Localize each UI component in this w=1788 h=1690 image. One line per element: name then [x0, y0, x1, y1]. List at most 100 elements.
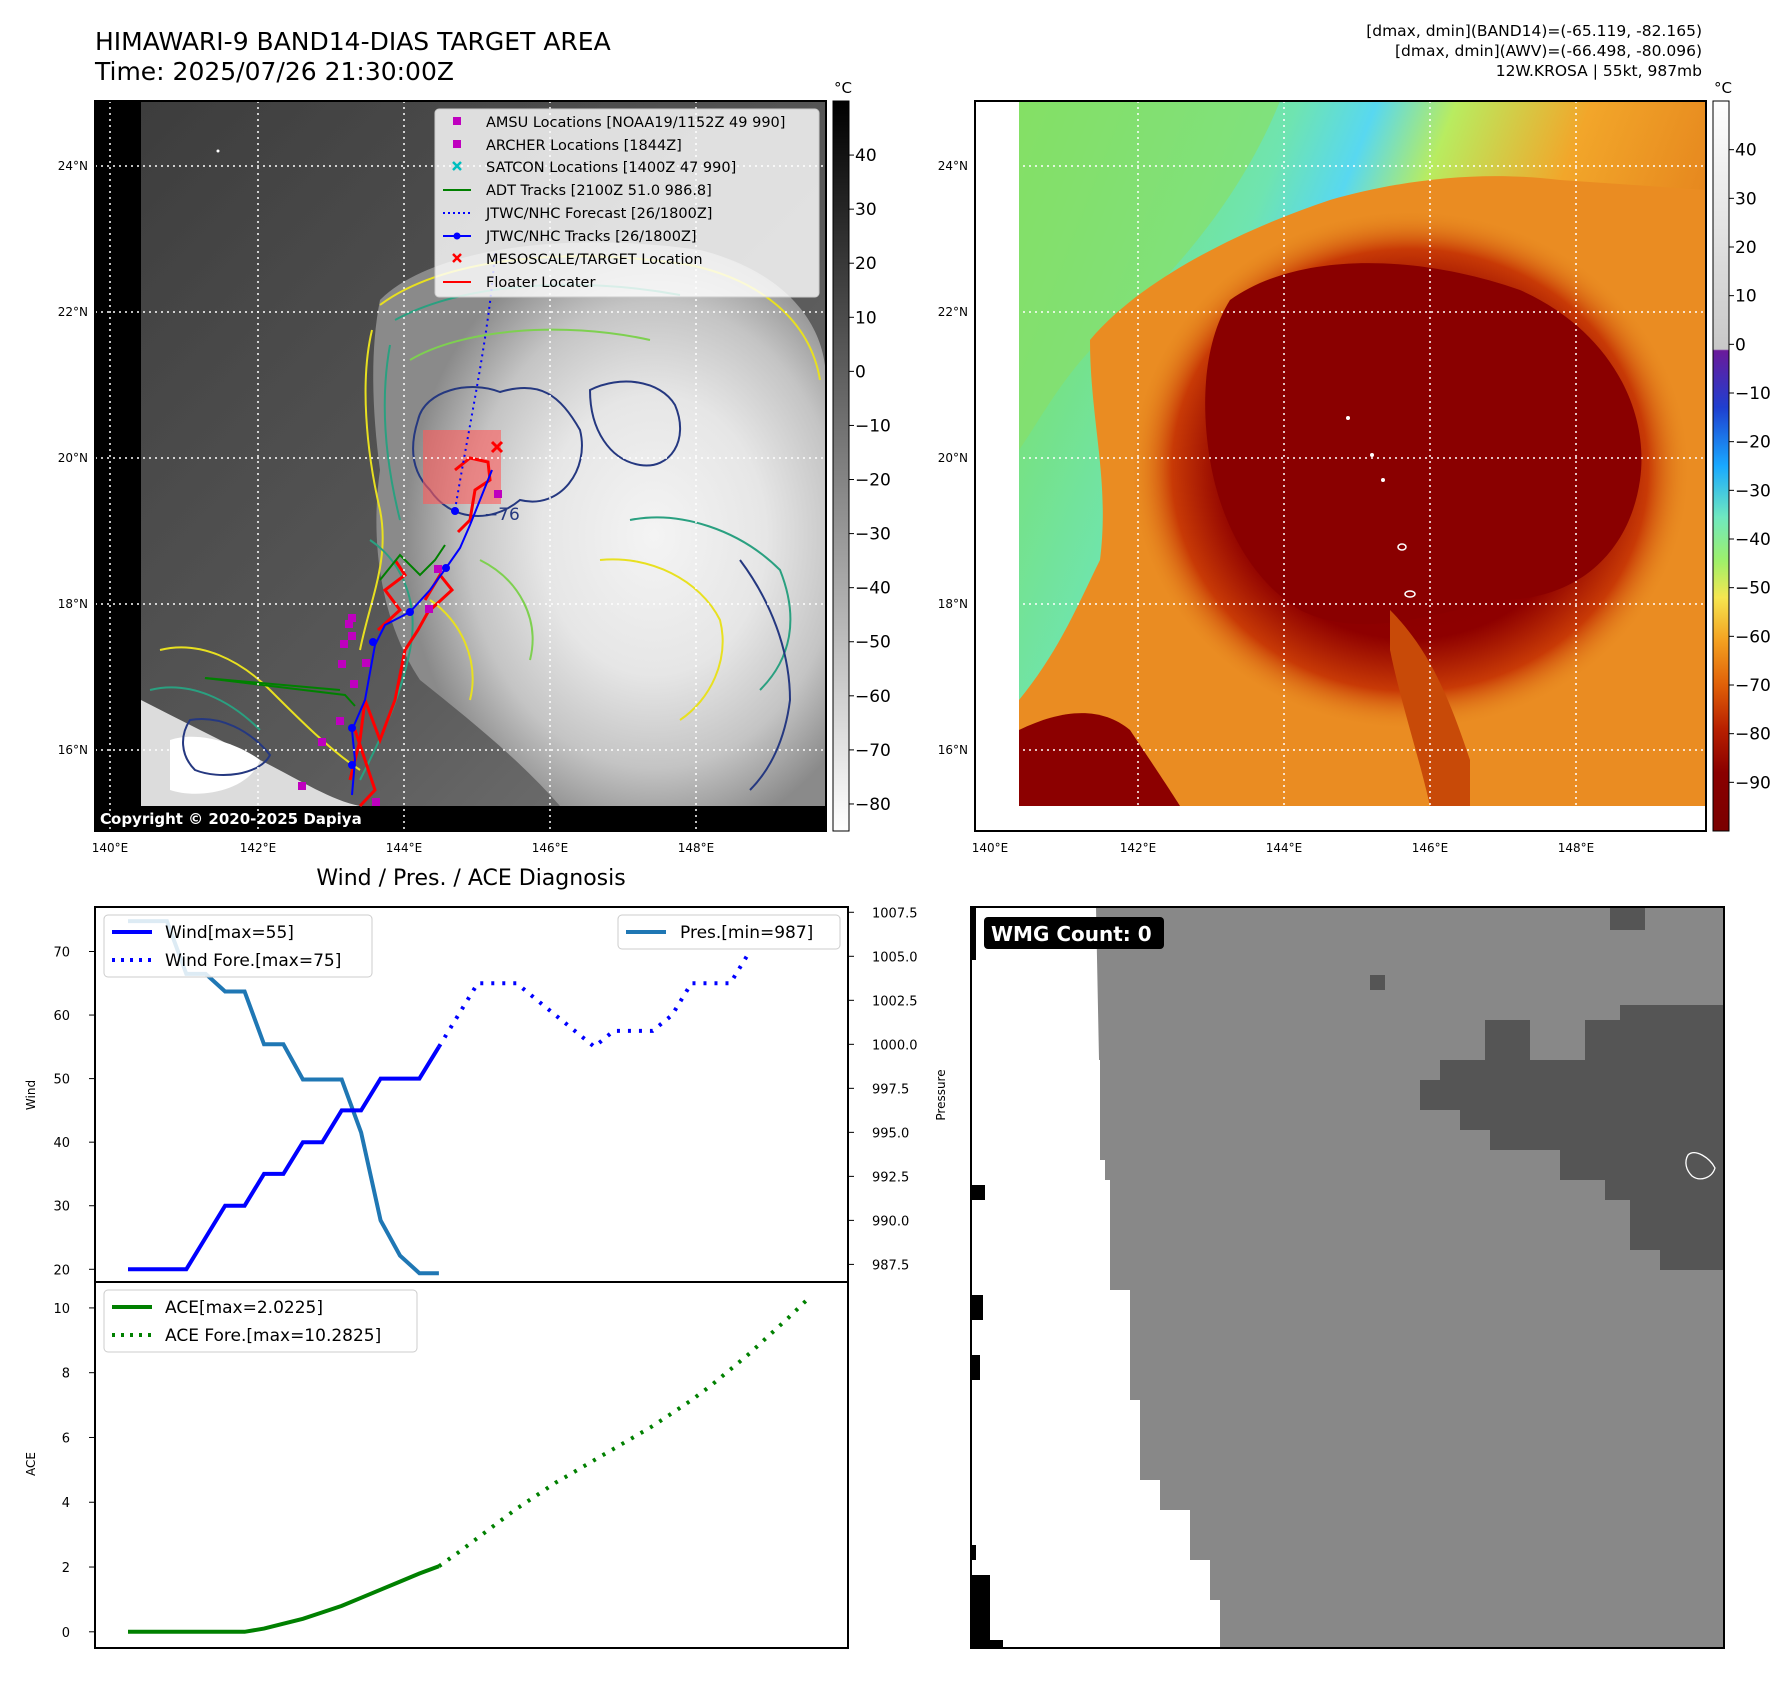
legend-ace: ACE[max=2.0225] [165, 1298, 323, 1318]
colorbar-tick-label: 20 [1735, 238, 1757, 258]
pressure-tick-label: 1002.5 [872, 994, 918, 1009]
wind-tick-label: 50 [53, 1073, 70, 1088]
wmg-count-label: WMG Count: 0 [991, 922, 1152, 946]
colorbar-tick-label: −50 [855, 633, 891, 653]
colorbar-tick-label: −20 [855, 471, 891, 491]
legend-label: ADT Tracks [2100Z 51.0 986.8] [486, 183, 712, 199]
lat-tick-label: 20°N [938, 451, 968, 465]
colorbar-tick-label: −90 [1735, 773, 1771, 793]
figure-time: Time: 2025/07/26 21:30:00Z [95, 57, 454, 86]
colorbar-tick-label: 0 [855, 362, 866, 382]
ace-panel: 10 8 6 4 2 0 ACE ACE[max=2.0225] ACE Fore.[ma… [24, 1281, 849, 1649]
colorbar-tick-label: −40 [855, 579, 891, 599]
colorbar-tick-label: −70 [1735, 676, 1771, 696]
colorbar-tick-label: 40 [1735, 141, 1757, 161]
lon-tick-label: 146°E [1412, 841, 1449, 855]
legend-ace-fore: ACE Fore.[max=10.2825] [165, 1326, 381, 1346]
colorbar-tick-label: −60 [1735, 627, 1771, 647]
lat-tick-label: 20°N [58, 451, 88, 465]
lon-tick-label: 144°E [386, 841, 423, 855]
lat-tick-label: 18°N [938, 597, 968, 611]
legend-marker [452, 161, 462, 171]
pressure-tick-label: 992.5 [872, 1170, 909, 1185]
colorbar-tick-label: −50 [1735, 579, 1771, 599]
figure-title: HIMAWARI-9 BAND14-DIAS TARGET AREA [95, 27, 611, 56]
lat-tick-label: 18°N [58, 597, 88, 611]
pressure-legend: Pres.[min=987] [617, 914, 841, 950]
ace-series-line [128, 1564, 440, 1634]
ace-ylabel: ACE [24, 1452, 38, 1476]
legend-marker [452, 253, 462, 263]
colorbar-tick-label: −60 [855, 687, 891, 707]
wind-tick-label: 70 [53, 945, 70, 960]
pressure-tick-label: 1005.0 [872, 950, 918, 965]
wmg-panel: WMG Count: 0 [970, 906, 1725, 1649]
colorbar-tick-label: −10 [1735, 384, 1771, 404]
legend-marker [453, 140, 461, 148]
lat-tick-label: 24°N [58, 159, 88, 173]
colorbar-tick-label: −20 [1735, 433, 1771, 453]
copyright-text: Copyright © 2020-2025 Dapiya [100, 810, 362, 828]
wind-tick-label: 20 [53, 1263, 70, 1278]
colorbar-tick-label: 40 [855, 146, 877, 166]
map-legend: AMSU Locations [NOAA19/1152Z 49 990] ARC… [434, 108, 820, 298]
ace-legend: ACE[max=2.0225] ACE Fore.[max=10.2825] [103, 1289, 418, 1353]
ace-tick-label: 6 [62, 1431, 70, 1446]
lon-tick-label: 148°E [678, 841, 715, 855]
lat-tick-label: 16°N [938, 743, 968, 757]
legend-label: Floater Locater [486, 275, 595, 291]
ace-tick-label: 2 [62, 1561, 70, 1576]
wind-series-line [128, 1045, 441, 1272]
pressure-tick-label: 1007.5 [872, 906, 918, 921]
legend-label: JTWC/NHC Tracks [26/1800Z] [485, 229, 697, 245]
wmg-count-badge [984, 917, 1164, 949]
pressure-tick-label: 987.5 [872, 1258, 909, 1273]
pressure-tick-label: 995.0 [872, 1126, 909, 1141]
colorbar-tick-label: 10 [855, 308, 877, 328]
pressure-tick-label: 997.5 [872, 1082, 909, 1097]
colorbar-tick-label: 30 [855, 200, 877, 220]
contour-label: −76 [484, 505, 520, 525]
color-map-gridlines [975, 101, 1706, 831]
colorbar-tick-label: −30 [855, 525, 891, 545]
lon-tick-label: 140°E [92, 841, 129, 855]
legend-wind-fore: Wind Fore.[max=75] [165, 951, 341, 971]
band14-stats: [dmax, dmin](BAND14)=(-65.119, -82.165) [1366, 22, 1702, 40]
wind-legend: Wind[max=55] Wind Fore.[max=75] [103, 914, 373, 978]
pressure-ylabel: Pressure [934, 1069, 948, 1120]
wind-tick-label: 40 [53, 1136, 70, 1151]
colorbar-tick-label: −70 [855, 741, 891, 761]
ace-tick-label: 8 [62, 1367, 70, 1382]
ace-tick-label: 0 [62, 1626, 70, 1641]
legend-label: MESOSCALE/TARGET Location [486, 252, 703, 268]
legend-pres: Pres.[min=987] [680, 923, 813, 943]
colorbar-tick-label: −80 [855, 795, 891, 815]
lat-tick-label: 22°N [938, 305, 968, 319]
lon-tick-label: 146°E [532, 841, 569, 855]
colorbar-tick-label: 20 [855, 254, 877, 274]
lon-tick-label: 140°E [972, 841, 1009, 855]
ir-colorbar-unit: °C [834, 79, 852, 97]
legend-label: AMSU Locations [NOAA19/1152Z 49 990] [486, 115, 785, 131]
map-axis-ticks: 24°N 24°N 22°N 22°N 20°N 20°N 18°N 18°N 16°N 16°N… [58, 159, 1595, 855]
colorbar-tick-label: −10 [855, 416, 891, 436]
wind-pressure-panel: 70 60 50 40 30 20 1007.5 1005.0 1002.5 1000.0 997… [24, 906, 948, 1283]
colorbar-tick-label: −30 [1735, 481, 1771, 501]
colorbar-tick-label: −40 [1735, 530, 1771, 550]
colorbar-tick-label: 10 [1735, 287, 1757, 307]
storm-info: 12W.KROSA | 55kt, 987mb [1495, 62, 1702, 80]
lat-tick-label: 22°N [58, 305, 88, 319]
color-map-panel [975, 101, 1706, 831]
lat-tick-label: 16°N [58, 743, 88, 757]
colorbar-tick-label: 0 [1735, 335, 1746, 355]
pressure-tick-label: 1000.0 [872, 1038, 918, 1053]
diagnosis-title: Wind / Pres. / ACE Diagnosis [316, 866, 625, 891]
ir-colorbar: °C 40 30 20 10 0 −10 −20 −30 −40 −50 −60 −70 −80 [832, 79, 891, 832]
legend-label: SATCON Locations [1400Z 47 990] [486, 160, 736, 176]
ace-tick-label: 4 [62, 1496, 70, 1511]
color-colorbar-unit: °C [1714, 79, 1732, 97]
ace-forecast-series-line [437, 1297, 810, 1568]
colorbar-tick-label: −80 [1735, 725, 1771, 745]
lon-tick-label: 142°E [1120, 841, 1157, 855]
